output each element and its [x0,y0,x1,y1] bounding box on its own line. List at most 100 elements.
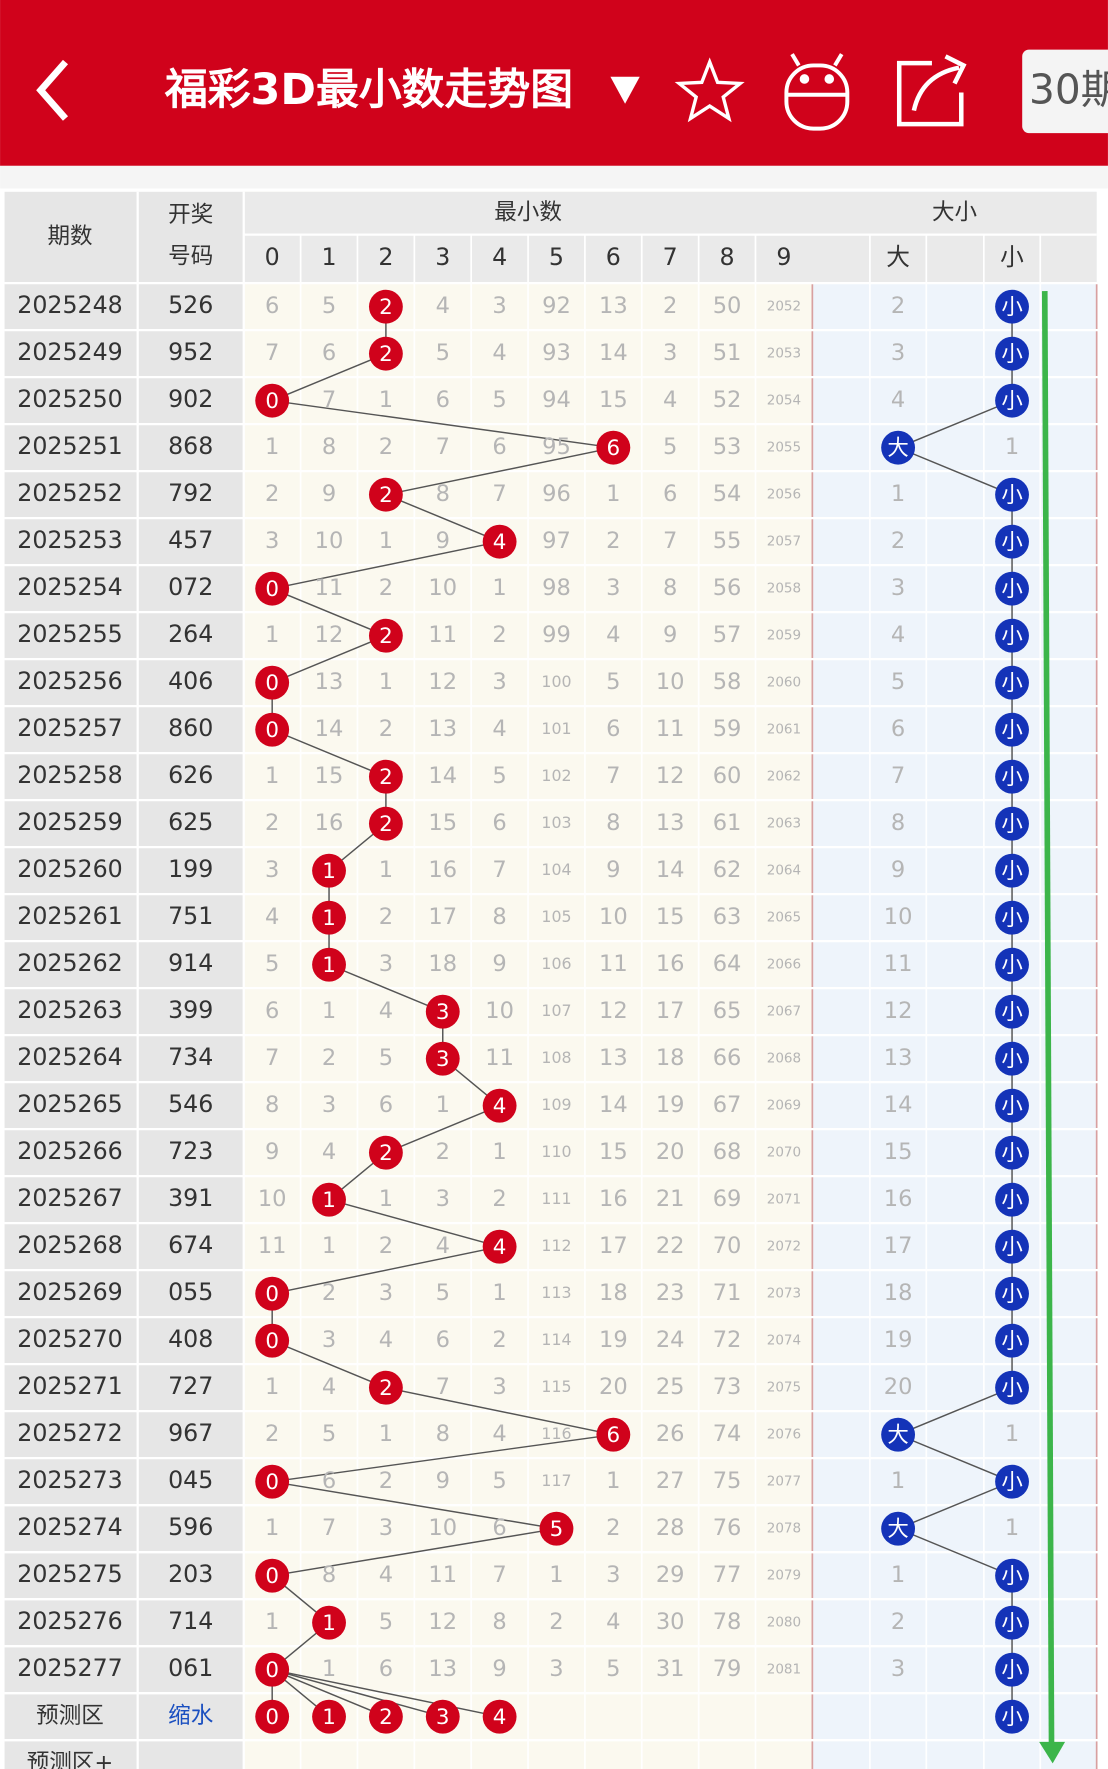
miss-count: 2070 [767,1145,801,1161]
miss-count: 1 [265,622,279,648]
miss-count: 5 [265,951,279,977]
miss-count: 63 [713,904,742,930]
miss-count: 3 [265,528,279,554]
period: 2025257 [17,714,123,742]
miss-count: 3 [891,575,905,601]
miss-count: 6 [492,434,506,460]
miss-count: 2 [379,434,393,460]
header-draw: 开奖 [168,202,213,228]
big-mark: 大 [887,436,908,461]
share-icon[interactable] [896,54,967,127]
dropdown-icon[interactable] [610,76,640,104]
draw-number: 203 [168,1560,213,1588]
min-digit-ball [425,994,460,1029]
miss-count: 92 [542,293,571,319]
miss-count: 2068 [767,1051,801,1067]
small-mark-ball [995,1652,1029,1687]
miss-count: 2054 [767,393,801,409]
robot-icon[interactable] [784,53,850,131]
miss-count: 2053 [767,346,801,362]
miss-count: 71 [713,1280,742,1306]
miss-count: 12 [599,998,628,1024]
miss-count: 2067 [767,1004,801,1020]
small-mark: 小 [1001,577,1022,602]
miss-count: 4 [265,904,279,930]
predict-plus-label: 预测区+ [27,1750,114,1769]
min-digit-ball [596,1417,631,1452]
predict-ball-ball [425,1699,460,1734]
size-bg [812,191,1097,1769]
miss-count: 2 [663,293,677,319]
miss-count: 112 [541,1236,571,1255]
miss-count: 17 [656,998,685,1024]
predict-small-ball [995,1699,1029,1734]
miss-count: 8 [891,810,905,836]
predict-ball: 2 [379,1705,393,1730]
miss-count: 4 [436,293,450,319]
miss-count: 2059 [767,628,801,644]
miss-count: 3 [379,1515,393,1541]
favorite-icon[interactable] [674,57,745,123]
small-mark-ball [995,712,1029,747]
back-button[interactable] [36,59,69,121]
predict-shrink[interactable]: 缩水 [168,1703,213,1729]
miss-count: 65 [713,998,742,1024]
miss-count: 61 [713,810,742,836]
big-mark-ball [881,430,916,465]
miss-count: 114 [541,1330,571,1349]
min-digit: 2 [379,624,393,649]
period: 2025263 [17,996,123,1024]
miss-count: 7 [606,763,620,789]
miss-count: 5 [322,1421,336,1447]
digit-header: 3 [435,243,450,271]
period: 2025265 [17,1090,123,1118]
predict-ball: 0 [265,1705,279,1730]
miss-count: 20 [599,1374,628,1400]
miss-count: 2 [379,716,393,742]
small-mark-ball [995,1464,1029,1499]
miss-count: 9 [891,857,905,883]
miss-count: 10 [884,904,913,930]
miss-count: 9 [663,622,677,648]
predict-ball-ball [255,1699,290,1734]
miss-count: 3 [322,1327,336,1353]
small-mark: 小 [1001,1000,1022,1025]
miss-count: 2 [265,481,279,507]
miss-count: 5 [379,1045,393,1071]
period-button-label: 30期 [1029,66,1108,114]
miss-count: 12 [884,998,913,1024]
miss-count: 1 [436,1092,450,1118]
predict-line [272,1668,500,1718]
miss-count: 7 [436,1374,450,1400]
miss-count: 2074 [767,1333,801,1349]
draw-number: 045 [168,1466,213,1494]
miss-count: 15 [656,904,685,930]
miss-count: 16 [656,951,685,977]
miss-count: 2066 [767,957,801,973]
miss-count: 5 [663,434,677,460]
draw-number: 061 [168,1654,213,1682]
miss-count: 8 [436,1421,450,1447]
draw-number: 072 [168,573,213,601]
miss-count: 2069 [767,1098,801,1114]
miss-count: 1 [379,1421,393,1447]
draw-number: 860 [168,714,213,742]
miss-count: 14 [884,1092,913,1118]
miss-count: 1 [379,387,393,413]
miss-count: 69 [713,1186,742,1212]
miss-count: 1 [1005,1421,1019,1447]
miss-count: 9 [492,951,506,977]
miss-count: 13 [884,1045,913,1071]
miss-count: 1 [265,763,279,789]
miss-count: 8 [492,1609,506,1635]
miss-count: 7 [322,1515,336,1541]
small-mark: 小 [1001,765,1022,790]
period-button[interactable] [1022,49,1108,134]
miss-count: 23 [656,1280,685,1306]
miss-count: 2 [379,1468,393,1494]
min-digit-ball [255,1323,290,1358]
period: 2025261 [17,902,123,930]
miss-count: 11 [428,622,457,648]
miss-count: 4 [492,340,506,366]
miss-count: 2 [549,1609,563,1635]
